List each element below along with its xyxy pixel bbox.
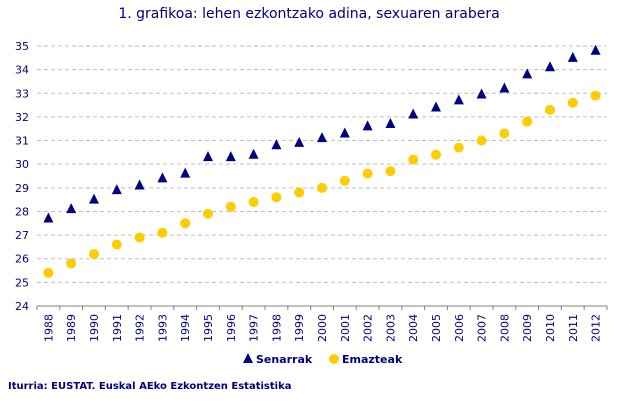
x-tick-label: 1999 bbox=[293, 314, 306, 342]
data-point-emazteak bbox=[362, 168, 373, 179]
data-point-senarrak bbox=[43, 212, 54, 223]
data-point-senarrak bbox=[66, 203, 77, 214]
data-point-emazteak bbox=[180, 218, 191, 229]
data-point-emazteak bbox=[271, 192, 282, 203]
data-point-senarrak bbox=[522, 68, 533, 79]
x-tick-label: 1990 bbox=[88, 314, 101, 342]
data-point-emazteak bbox=[590, 90, 601, 101]
y-tick-label: 33 bbox=[15, 87, 29, 100]
x-tick-label: 2001 bbox=[339, 314, 352, 342]
data-point-senarrak bbox=[89, 193, 99, 204]
data-point-senarrak bbox=[590, 44, 601, 55]
x-tick-label: 1991 bbox=[111, 314, 124, 342]
y-tick-label: 26 bbox=[15, 253, 29, 266]
data-point-emazteak bbox=[248, 197, 259, 207]
x-tick-label: 2011 bbox=[567, 314, 580, 342]
x-tick-label: 2005 bbox=[430, 314, 443, 342]
y-tick-label: 29 bbox=[15, 182, 29, 195]
data-point-emazteak bbox=[89, 249, 99, 259]
legend-marker-senarrak bbox=[243, 353, 253, 363]
data-point-emazteak bbox=[294, 187, 305, 198]
legend-label-emazteak: Emazteak bbox=[342, 353, 403, 366]
data-point-emazteak bbox=[317, 182, 327, 193]
data-point-emazteak bbox=[157, 227, 168, 238]
x-tick-label: 1994 bbox=[179, 314, 192, 342]
data-point-emazteak bbox=[476, 135, 487, 146]
data-point-senarrak bbox=[180, 167, 191, 178]
data-point-senarrak bbox=[248, 148, 259, 159]
x-tick-label: 1988 bbox=[42, 314, 55, 342]
y-tick-label: 24 bbox=[15, 300, 29, 313]
y-tick-label: 28 bbox=[15, 205, 29, 218]
x-tick-label: 2000 bbox=[316, 314, 329, 342]
data-point-senarrak bbox=[385, 118, 396, 128]
data-point-senarrak bbox=[431, 101, 441, 112]
x-tick-label: 1989 bbox=[65, 314, 78, 342]
y-tick-label: 30 bbox=[15, 158, 29, 171]
x-tick-label: 2008 bbox=[498, 314, 511, 342]
data-point-emazteak bbox=[408, 154, 419, 165]
data-point-emazteak bbox=[339, 175, 350, 186]
data-point-senarrak bbox=[157, 172, 168, 183]
data-point-senarrak bbox=[111, 184, 122, 195]
data-point-emazteak bbox=[431, 149, 441, 160]
y-tick-label: 27 bbox=[15, 229, 29, 242]
data-point-senarrak bbox=[134, 179, 145, 190]
x-tick-label: 1995 bbox=[202, 314, 215, 342]
data-point-senarrak bbox=[453, 94, 464, 105]
data-point-senarrak bbox=[294, 136, 305, 147]
data-point-emazteak bbox=[43, 267, 54, 278]
source-note: Iturria: EUSTAT. Euskal AEko Ezkontzen E… bbox=[8, 381, 292, 392]
data-point-senarrak bbox=[476, 88, 487, 99]
data-point-senarrak bbox=[225, 151, 236, 162]
y-tick-label: 34 bbox=[15, 64, 29, 77]
x-tick-label: 1993 bbox=[156, 314, 169, 342]
x-tick-label: 2009 bbox=[521, 314, 534, 342]
x-tick-label: 1996 bbox=[225, 314, 238, 342]
x-tick-label: 2012 bbox=[590, 314, 603, 342]
y-tick-label: 32 bbox=[15, 111, 29, 124]
data-point-emazteak bbox=[453, 142, 464, 153]
data-point-senarrak bbox=[567, 51, 578, 62]
data-point-emazteak bbox=[225, 201, 236, 212]
data-point-emazteak bbox=[66, 258, 77, 269]
legend-label-senarrak: Senarrak bbox=[256, 353, 313, 366]
data-point-senarrak bbox=[499, 82, 510, 93]
data-point-senarrak bbox=[545, 61, 555, 72]
x-tick-label: 2007 bbox=[476, 314, 489, 342]
data-point-senarrak bbox=[317, 132, 327, 143]
x-tick-label: 2010 bbox=[544, 314, 557, 342]
data-point-emazteak bbox=[499, 128, 510, 139]
x-tick-label: 2006 bbox=[453, 314, 466, 342]
y-tick-label: 31 bbox=[15, 135, 29, 148]
y-tick-label: 25 bbox=[15, 276, 29, 289]
legend-marker-emazteak bbox=[329, 354, 339, 364]
data-point-emazteak bbox=[567, 97, 578, 108]
data-point-senarrak bbox=[362, 120, 373, 131]
x-tick-label: 2002 bbox=[362, 314, 375, 342]
data-point-senarrak bbox=[203, 151, 213, 162]
data-point-emazteak bbox=[203, 208, 213, 219]
x-tick-label: 1998 bbox=[270, 314, 283, 342]
x-tick-label: 2004 bbox=[407, 314, 420, 342]
data-point-emazteak bbox=[545, 104, 555, 115]
data-point-emazteak bbox=[522, 116, 533, 127]
data-point-emazteak bbox=[111, 239, 122, 250]
data-point-emazteak bbox=[385, 166, 396, 177]
chart-title: 1. grafikoa: lehen ezkontzako adina, sex… bbox=[118, 6, 500, 22]
data-point-senarrak bbox=[339, 127, 350, 138]
x-tick-label: 1997 bbox=[248, 314, 261, 342]
data-point-senarrak bbox=[271, 139, 282, 150]
data-point-senarrak bbox=[408, 108, 419, 119]
data-point-emazteak bbox=[134, 232, 145, 243]
x-tick-label: 2003 bbox=[384, 314, 397, 342]
y-tick-label: 35 bbox=[15, 40, 29, 53]
x-tick-label: 1992 bbox=[134, 314, 147, 342]
